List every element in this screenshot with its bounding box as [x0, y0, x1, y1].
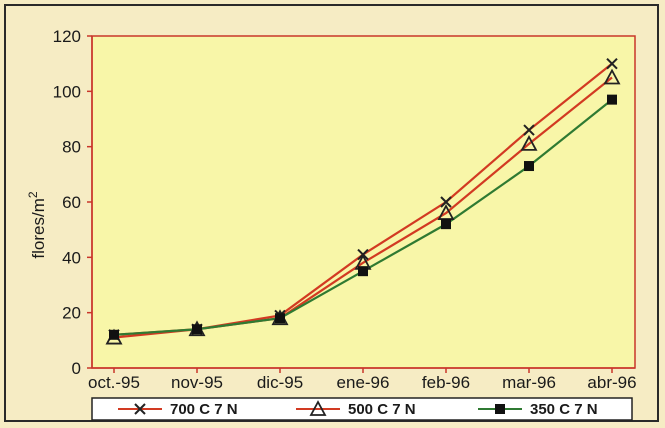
y-tick-label: 120	[53, 27, 81, 46]
plot-area	[91, 35, 636, 369]
data-point-series-3	[192, 324, 202, 335]
legend: 700 C 7 N 500 C 7 N 350 C 7 N	[91, 397, 633, 421]
legend-marker	[309, 400, 327, 416]
data-point-series-1	[440, 196, 452, 208]
data-point-series-1	[523, 124, 535, 136]
legend-marker	[134, 403, 146, 415]
y-axis-label: flores/m2	[26, 191, 48, 258]
x-tick-label: ene-96	[337, 373, 390, 392]
y-tick-label: 100	[53, 82, 81, 101]
data-point-series-2	[437, 204, 455, 220]
y-tick-label: 60	[62, 193, 81, 212]
series-layer	[105, 57, 621, 345]
x-tick-label: mar-96	[502, 373, 556, 392]
legend-label: 700 C 7 N	[170, 401, 238, 418]
y-tick-label: 0	[72, 359, 81, 378]
legend-label: 500 C 7 N	[348, 401, 416, 418]
y-tick-label: 40	[62, 248, 81, 267]
data-point-series-1	[606, 57, 618, 70]
legend-marker	[495, 404, 505, 414]
data-point-series-3	[109, 329, 119, 340]
data-point-series-2	[603, 68, 621, 85]
x-tick-label: oct.-95	[88, 373, 140, 392]
x-axis: oct.-95 nov-95 dic-95 ene-96 feb-96 mar-96 abr…	[88, 367, 637, 392]
x-tick-label: dic-95	[257, 373, 303, 392]
legend-box	[91, 397, 633, 421]
y-tick-label: 80	[62, 138, 81, 157]
x-tick-label: nov-95	[171, 373, 223, 392]
y-tick-label: 20	[62, 304, 81, 323]
y-axis: 0 20 40 60 80 100 120	[53, 27, 93, 378]
x-tick-label: feb-96	[422, 373, 470, 392]
data-point-series-3	[607, 94, 617, 105]
data-point-series-3	[275, 313, 285, 324]
legend-label: 350 C 7 N	[530, 401, 598, 418]
data-point-series-2	[520, 135, 538, 151]
x-tick-label: abr-96	[587, 373, 636, 392]
data-point-series-3	[441, 219, 451, 230]
data-point-series-3	[524, 161, 534, 172]
data-point-series-3	[358, 266, 368, 277]
